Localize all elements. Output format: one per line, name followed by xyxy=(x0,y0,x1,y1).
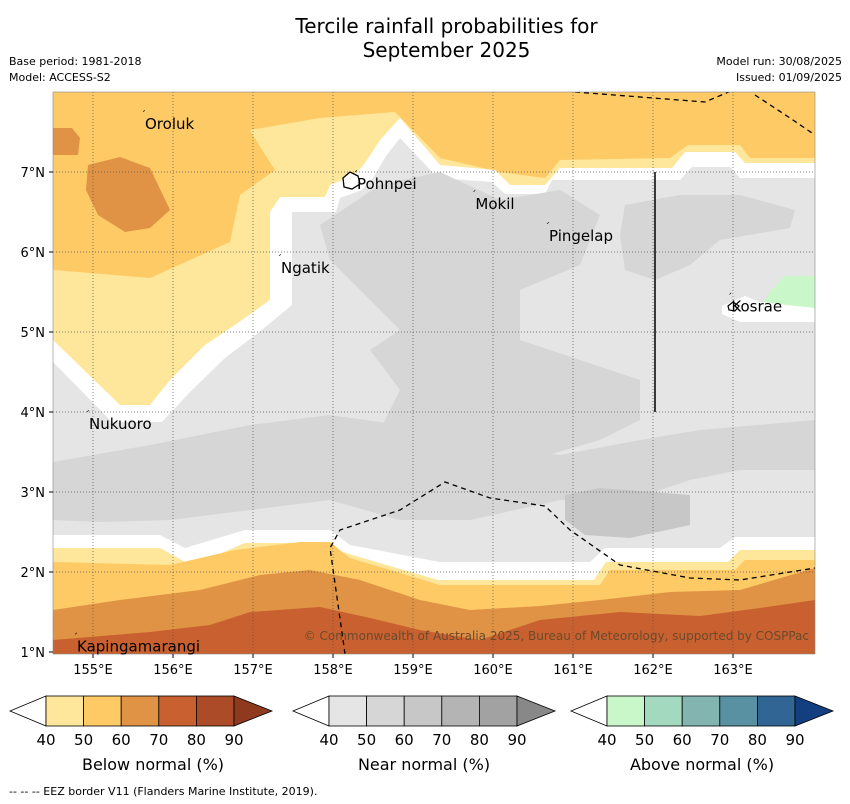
place-label-mokil: Mokil xyxy=(475,195,514,213)
colorbar-tick-label: 50 xyxy=(635,731,654,749)
colorbar-title-near: Near normal (%) xyxy=(357,755,491,774)
lat-label: 4°N xyxy=(21,406,46,421)
place-label-oroluk: Oroluk xyxy=(145,115,194,133)
colorbar-swatch xyxy=(83,695,122,727)
place-label-ngatik: Ngatik xyxy=(281,259,330,277)
lon-label: 155°E xyxy=(73,663,113,678)
meta-left: Base period: 1981-2018 Model: ACCESS-S2 xyxy=(9,54,141,86)
pohnpei-outline xyxy=(342,171,361,190)
colorbar-tick-label: 60 xyxy=(395,731,414,749)
base-period: Base period: 1981-2018 xyxy=(9,55,142,68)
place-marker: ´ xyxy=(85,409,90,421)
place-marker: ´ xyxy=(73,631,78,643)
colorbar-swatch xyxy=(120,695,160,727)
lon-label: 161°E xyxy=(553,663,593,678)
probability-field xyxy=(53,92,815,654)
colorbar-min-arrow xyxy=(8,695,47,727)
model-name: Model: ACCESS-S2 xyxy=(9,71,111,84)
lon-label: 163°E xyxy=(713,663,753,678)
place-labels: ´ Oroluk´ Pohnpei´ Mokil´ Pingelap´ Ngatik´ Ko… xyxy=(73,109,782,655)
colorbar-max-arrow xyxy=(233,695,274,727)
colorbar-swatch xyxy=(606,695,645,727)
title-line-2: September 2025 xyxy=(362,38,531,62)
place-label-pingelap: Pingelap xyxy=(549,227,613,245)
latitude-labels: 7°N 6°N 5°N 4°N 3°N 2°N 1°N xyxy=(21,166,46,661)
colorbar-tick-label: 80 xyxy=(748,731,767,749)
model-run: Model run: 30/08/2025 xyxy=(716,55,842,68)
colorbar-tick-label: 60 xyxy=(673,731,692,749)
graticule xyxy=(53,92,815,654)
colorbar-tick-label: 40 xyxy=(597,731,616,749)
eez-footnote: -- -- -- EEZ border V11 (Flanders Marine… xyxy=(9,785,318,798)
eez-border xyxy=(329,92,815,654)
colorbar-tick-label: 90 xyxy=(507,731,526,749)
colorbar-tick-label: 50 xyxy=(74,731,93,749)
lon-label: 160°E xyxy=(473,663,513,678)
place-label-kosrae: Kosrae xyxy=(731,297,782,315)
colorbar-swatch xyxy=(328,695,367,727)
colorbar-tick-label: 40 xyxy=(36,731,55,749)
lat-label: 1°N xyxy=(21,646,46,661)
colorbar-swatch xyxy=(45,695,84,727)
colorbar-tick-label: 90 xyxy=(785,731,804,749)
colorbar-swatch xyxy=(195,695,235,727)
place-marker: ´ xyxy=(727,291,732,303)
colorbar-swatch xyxy=(719,695,758,727)
lon-label: 162°E xyxy=(633,663,673,678)
lat-label: 3°N xyxy=(21,486,46,501)
colorbar-min-arrow xyxy=(291,695,330,727)
lat-label: 2°N xyxy=(21,566,46,581)
colorbar-max-arrow xyxy=(794,695,835,727)
lon-label: 159°E xyxy=(393,663,433,678)
colorbar-tick-label: 50 xyxy=(357,731,376,749)
colorbar-swatch xyxy=(478,695,518,727)
meta-right: Model run: 30/08/2025 Issued: 01/09/2025 xyxy=(716,54,842,86)
colorbar-title-below: Below normal (%) xyxy=(81,755,225,774)
colorbar-tick-label: 90 xyxy=(224,731,243,749)
colorbar-tick-label: 70 xyxy=(149,731,168,749)
issued-date: Issued: 01/09/2025 xyxy=(735,71,842,84)
colorbar-swatch xyxy=(441,695,480,727)
colorbar-tick-label: 60 xyxy=(112,731,131,749)
place-marker: ´ xyxy=(471,189,476,201)
colorbar-swatch xyxy=(158,695,197,727)
colorbar-swatch xyxy=(366,695,405,727)
place-marker: ´ xyxy=(277,253,282,265)
colorbar-title-above: Above normal (%) xyxy=(629,755,775,774)
lat-label: 5°N xyxy=(21,326,46,341)
place-marker: ´ xyxy=(141,109,146,121)
lat-label: 6°N xyxy=(21,246,46,261)
kosrae-outline xyxy=(727,301,740,312)
place-label-nukuoro: Nukuoro xyxy=(89,415,152,433)
colorbar-max-arrow xyxy=(516,695,557,727)
colorbar-swatch xyxy=(644,695,683,727)
longitude-labels: 155°E 156°E 157°E 158°E 159°E 160°E 161°E 162°E… xyxy=(73,663,753,678)
place-marker: ´ xyxy=(545,221,550,233)
place-label-kapingamarangi: Kapingamarangi xyxy=(77,637,200,655)
colorbar-tick-label: 80 xyxy=(470,731,489,749)
colorbar-swatch xyxy=(681,695,721,727)
colorbar-swatch xyxy=(403,695,443,727)
colorbar-min-arrow xyxy=(569,695,608,727)
lon-label: 158°E xyxy=(313,663,353,678)
place-label-pohnpei: Pohnpei xyxy=(357,175,417,193)
lon-label: 157°E xyxy=(233,663,273,678)
colorbars: 40 50 60 70 80 90 40 50 60 70 80 90 40 50 60 70 80 90 xyxy=(8,695,835,749)
colorbar-tick-label: 70 xyxy=(432,731,451,749)
lon-label: 156°E xyxy=(153,663,193,678)
title-line-1: Tercile rainfall probabilities for xyxy=(295,14,598,38)
axis-ticks xyxy=(49,171,734,658)
colorbar-swatch xyxy=(757,695,796,727)
colorbar-tick-label: 70 xyxy=(710,731,729,749)
copyright-text: © Commonwealth of Australia 2025, Bureau… xyxy=(304,629,809,643)
place-marker: ´ xyxy=(353,169,358,181)
colorbar-tick-label: 40 xyxy=(319,731,338,749)
colorbar-tick-label: 80 xyxy=(187,731,206,749)
map-title: Tercile rainfall probabilities for Septe… xyxy=(0,14,850,62)
lat-label: 7°N xyxy=(21,166,46,181)
